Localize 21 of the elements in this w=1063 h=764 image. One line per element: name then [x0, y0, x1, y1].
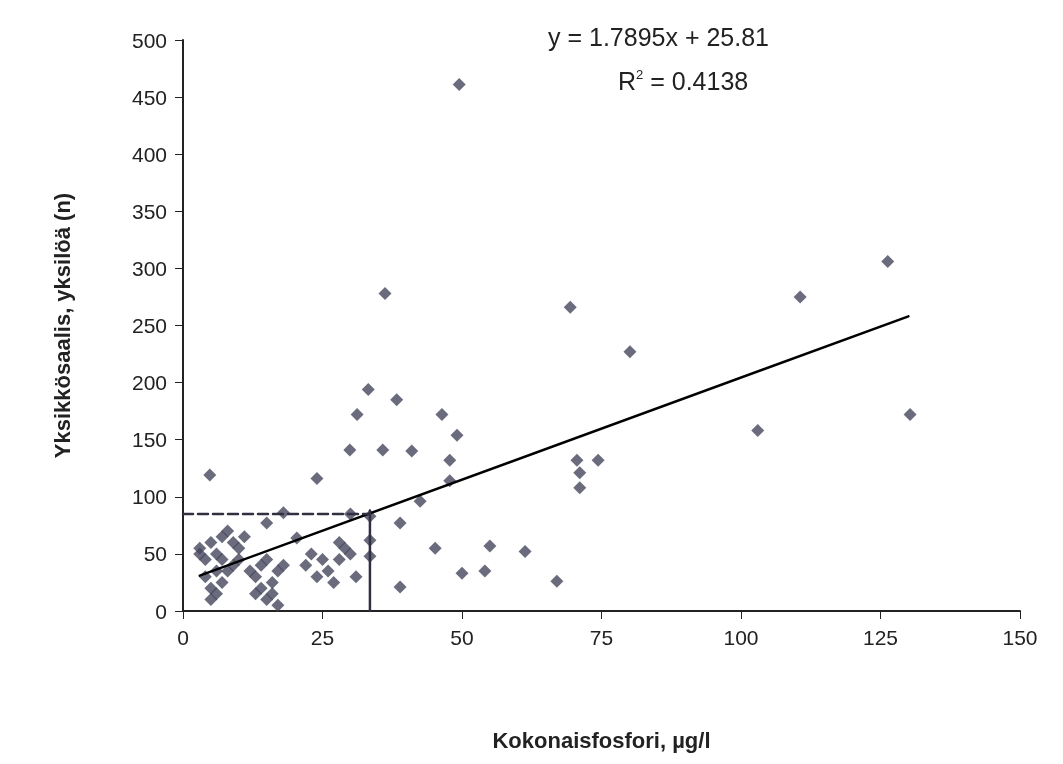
x-tick-label: 50 — [450, 626, 474, 649]
x-tick-label: 25 — [310, 626, 335, 649]
y-tick-label: 400 — [131, 142, 167, 166]
y-tick-label: 500 — [131, 28, 167, 52]
x-tick-label: 125 — [862, 626, 899, 649]
x-tick-label: 0 — [177, 626, 189, 649]
y-tick-label: 250 — [131, 314, 167, 337]
x-tick-label: 75 — [589, 626, 614, 649]
y-tick-label: 350 — [131, 199, 167, 223]
x-tick-label: 150 — [1002, 626, 1038, 649]
x-tick-label: 100 — [723, 626, 759, 649]
y-tick-label: 50 — [143, 542, 167, 566]
annotation: y = 1.7895x + 25.81 — [548, 22, 770, 51]
y-tick-label: 300 — [131, 256, 167, 280]
x-axis-title: Kokonaisfosfori, µg/l — [492, 727, 711, 753]
y-tick-label: 450 — [131, 85, 167, 109]
y-tick-label: 200 — [131, 371, 167, 395]
y-axis-title: Yksikkösaalis, yksilöä (n) — [49, 192, 75, 459]
y-tick-label: 0 — [155, 599, 167, 623]
y-tick-label: 100 — [131, 485, 167, 509]
y-tick-label: 150 — [131, 428, 167, 452]
